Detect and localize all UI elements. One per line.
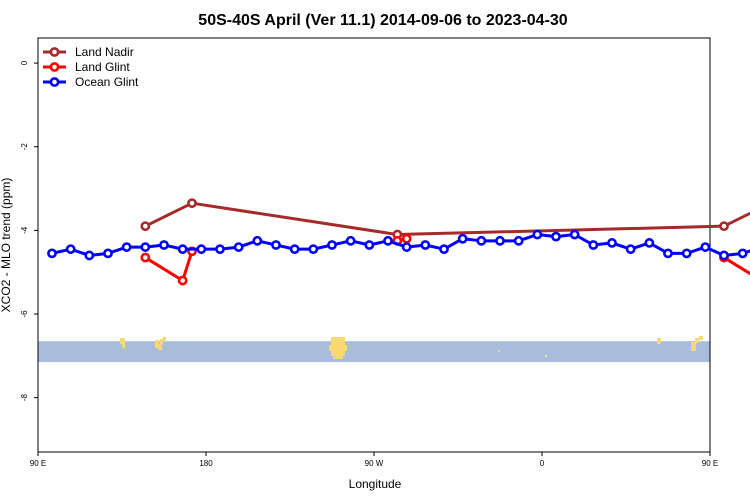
data-point [271, 240, 281, 250]
x-tick-label: 180 [199, 459, 213, 468]
legend-label: Ocean Glint [75, 75, 139, 89]
data-point [607, 238, 617, 248]
data-point [401, 242, 412, 252]
data-point [345, 235, 356, 246]
data-point [513, 235, 524, 246]
data-point [569, 229, 580, 240]
data-point [252, 235, 263, 246]
y-axis-label: XCO2 - MLO trend (ppm) [0, 178, 13, 313]
data-point [187, 198, 197, 209]
land-patch [657, 338, 661, 344]
data-point [663, 248, 673, 259]
data-point [65, 244, 76, 255]
data-point [308, 244, 319, 255]
data-point [476, 235, 487, 246]
y-tick-label: -6 [20, 310, 29, 318]
x-tick-label: 90 E [30, 459, 46, 468]
data-point [383, 235, 393, 246]
legend-item: Ocean Glint [43, 75, 139, 89]
data-point [532, 229, 543, 240]
data-point [719, 221, 729, 232]
data-point [457, 233, 468, 244]
land-patch [331, 337, 345, 345]
legend-item: Land Glint [43, 60, 130, 74]
legend-marker [49, 62, 60, 72]
data-point [177, 244, 188, 255]
data-point [140, 252, 151, 263]
data-point [140, 242, 151, 252]
data-point [196, 244, 207, 255]
y-tick-label: -4 [20, 226, 29, 234]
chart-title: 50S-40S April (Ver 11.1) 2014-09-06 to 2… [198, 12, 568, 29]
data-point [140, 221, 151, 232]
land-patch [498, 350, 500, 352]
land-patch [155, 340, 159, 348]
data-point [103, 248, 113, 259]
data-point [439, 244, 449, 255]
legend-label: Land Glint [75, 60, 130, 74]
data-point [289, 244, 300, 255]
series-line [144, 201, 750, 237]
land-patch [695, 338, 699, 343]
y-tick-label: 0 [20, 60, 29, 65]
data-point [551, 231, 561, 242]
x-tick-label: 90 W [365, 459, 384, 468]
data-point [327, 240, 337, 250]
land-patch [545, 355, 547, 357]
series-land-glint [140, 233, 750, 286]
data-point [737, 248, 748, 259]
data-point [681, 248, 692, 259]
data-point [47, 248, 57, 259]
data-point [588, 240, 599, 250]
land-patch [699, 336, 703, 340]
data-point [495, 235, 505, 246]
data-point [644, 238, 655, 248]
data-point [121, 242, 132, 252]
land-patch [691, 342, 696, 351]
land-patch [163, 337, 166, 341]
data-point [364, 240, 375, 250]
data-point [420, 240, 431, 250]
series-line [144, 250, 194, 283]
data-point [401, 233, 412, 244]
legend-marker [49, 77, 60, 87]
land-patch [122, 344, 125, 348]
ocean-band [38, 341, 710, 363]
data-point [159, 240, 169, 250]
data-point [719, 250, 729, 261]
legend-marker [49, 47, 60, 57]
land-patch [329, 345, 347, 351]
data-point [233, 242, 244, 252]
land-patch [333, 356, 343, 359]
data-point [625, 244, 636, 255]
series-land-nadir [140, 198, 750, 240]
series-layer [47, 198, 750, 286]
data-point [215, 244, 225, 255]
land-band [38, 336, 710, 363]
land-patch [158, 344, 162, 350]
y-tick-label: -2 [20, 143, 29, 151]
land-patch [331, 351, 345, 356]
data-point [84, 250, 95, 261]
legend-label: Land Nadir [75, 45, 134, 59]
land-patch [160, 339, 163, 344]
data-point [700, 242, 711, 252]
x-axis-label: Longitude [349, 477, 402, 491]
legend-item: Land Nadir [43, 45, 134, 59]
x-tick-label: 90 E [702, 459, 718, 468]
series-ocean-glint [47, 229, 750, 261]
x-tick-label: 0 [540, 459, 545, 468]
axis-ticks: 90 E 180 90 W 0 90 E 0 -2 -4 -6 -8 [20, 60, 718, 468]
series-line [51, 233, 750, 257]
data-point [177, 275, 188, 286]
series-line [723, 256, 750, 276]
y-tick-label: -8 [20, 394, 29, 402]
land-patch [120, 338, 125, 344]
